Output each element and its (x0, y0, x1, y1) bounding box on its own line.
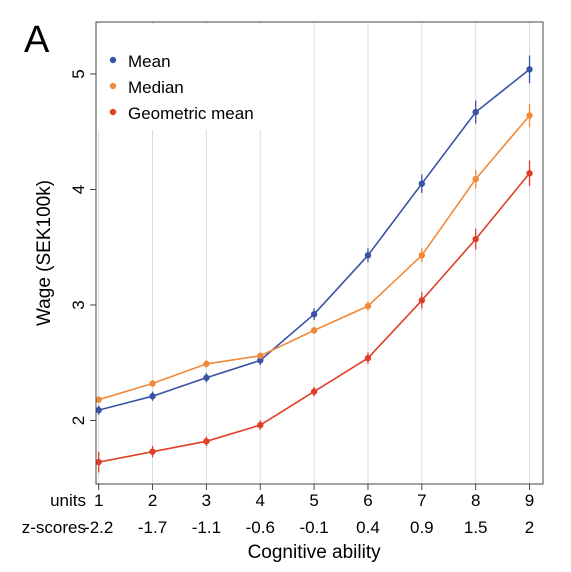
data-points (95, 66, 533, 466)
legend-label: Median (128, 78, 184, 97)
data-point (472, 235, 479, 243)
x-axis: units 1 2 3 4 5 6 7 8 9 z-scores-2.2 -1.7 -1.1 -0.6 -0… (22, 484, 534, 537)
data-point (526, 112, 533, 119)
data-point (203, 438, 210, 445)
x-tick-label: -2.2 (84, 518, 113, 537)
data-point (257, 421, 264, 429)
x-tick-label: 2 (525, 518, 534, 537)
x-tick-label: 7 (417, 491, 426, 510)
y-tick-label: 3 (69, 300, 88, 309)
data-point (149, 380, 156, 387)
x-tick-label: 6 (363, 491, 372, 510)
x-tick-label: 5 (309, 491, 318, 510)
panel-label: A (24, 19, 50, 61)
data-point (203, 360, 210, 368)
x-tick-label: 0.4 (356, 518, 380, 537)
data-point (472, 108, 479, 116)
data-point (526, 66, 533, 73)
x-tick-label: 0.9 (410, 518, 434, 537)
plot-frame (95, 21, 544, 485)
data-point (364, 302, 372, 310)
legend-label: Mean (128, 52, 171, 71)
x-tick-label: -1.7 (138, 518, 167, 537)
x-tick-label: 9 (525, 491, 534, 510)
data-point (526, 170, 533, 177)
data-point (149, 393, 156, 400)
legend-marker (109, 56, 117, 64)
data-point (95, 396, 102, 403)
x-tick-label: 8 (471, 491, 480, 510)
data-point (310, 388, 318, 395)
data-point (364, 252, 372, 259)
legend-label: Geometric mean (128, 104, 254, 123)
legend: Mean Median Geometric mean (98, 24, 270, 130)
legend-marker (109, 82, 117, 90)
data-point (95, 406, 102, 414)
x-tick-label: 4 (256, 491, 265, 510)
data-point (149, 448, 156, 455)
y-tick-label: 2 (69, 416, 88, 425)
legend-background (98, 24, 270, 130)
x-tick-row-label: z-scores (22, 518, 86, 537)
data-point (310, 311, 318, 318)
y-tick-label: 5 (69, 69, 88, 78)
y-axis-title: Wage (SEK100k) (34, 180, 55, 326)
data-point (257, 357, 264, 364)
x-tick-row-label: units (50, 491, 86, 510)
data-point (257, 352, 264, 359)
x-tick-label: -0.6 (246, 518, 275, 537)
data-point (95, 458, 102, 466)
x-tick-label: 3 (202, 491, 211, 510)
y-tick-label: 4 (69, 185, 88, 194)
data-point (310, 327, 318, 334)
data-point (418, 252, 426, 259)
data-point (364, 354, 372, 362)
legend-marker (109, 108, 117, 116)
data-point (418, 297, 426, 304)
x-axis-title: Cognitive ability (248, 542, 382, 563)
data-point (203, 374, 210, 381)
x-tick-label: -1.1 (192, 518, 221, 537)
x-tick-label: 2 (148, 491, 157, 510)
x-tick-label: 1 (94, 491, 103, 510)
y-axis: 2 3 4 5 (69, 69, 96, 425)
x-tick-label: 1.5 (464, 518, 488, 537)
data-point (418, 180, 426, 187)
data-point (472, 175, 479, 183)
x-tick-label: -0.1 (299, 518, 328, 537)
